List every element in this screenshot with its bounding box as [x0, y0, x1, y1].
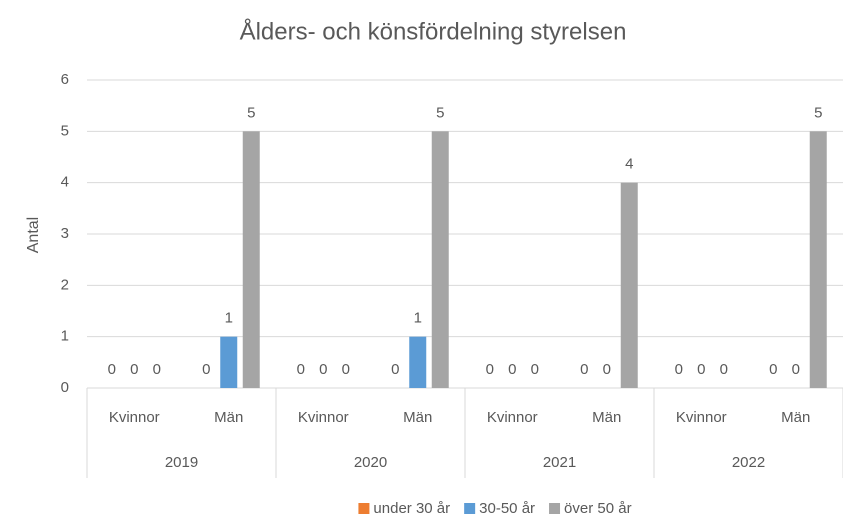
data-label: 5: [814, 104, 822, 121]
group-label: 2019: [165, 454, 198, 471]
data-label: 0: [508, 361, 516, 378]
data-label: 0: [486, 361, 494, 378]
x-tick-label: Kvinnor: [676, 409, 727, 426]
data-label: 5: [247, 104, 255, 121]
data-label: 0: [130, 361, 138, 378]
data-label: 0: [675, 361, 683, 378]
y-tick-label: 2: [61, 276, 69, 293]
bar: [620, 182, 638, 388]
y-tick-label: 4: [61, 174, 69, 191]
chart-title: Ålders- och könsfördelning styrelsen: [240, 17, 627, 45]
data-label: 0: [319, 361, 327, 378]
legend-label: över 50 år: [564, 500, 632, 517]
legend-label: under 30 år: [373, 500, 450, 517]
legend-swatch: [358, 503, 370, 514]
data-label: 0: [792, 361, 800, 378]
bar: [809, 131, 827, 389]
group-label: 2021: [543, 454, 576, 471]
data-label: 0: [202, 361, 210, 378]
x-tick-label: Män: [403, 409, 432, 426]
bar: [431, 131, 449, 389]
y-tick-label: 3: [61, 225, 69, 242]
x-tick-label: Kvinnor: [298, 409, 349, 426]
y-tick-label: 6: [61, 71, 69, 88]
bar: [220, 336, 238, 388]
y-axis-label: Antal: [25, 217, 42, 253]
legend-label: 30-50 år: [479, 500, 535, 517]
x-tick-label: Män: [781, 409, 810, 426]
x-tick-label: Män: [592, 409, 621, 426]
data-label: 0: [153, 361, 161, 378]
bar: [242, 131, 260, 389]
y-tick-label: 0: [61, 379, 69, 396]
data-label: 0: [531, 361, 539, 378]
x-tick-label: Kvinnor: [487, 409, 538, 426]
legend: under 30 år 30-50 år över 50 år: [358, 500, 632, 517]
bar: [409, 336, 427, 388]
data-label: 4: [625, 156, 633, 173]
data-label: 0: [697, 361, 705, 378]
legend-swatch: [549, 503, 561, 514]
data-label: 0: [391, 361, 399, 378]
data-label: 0: [603, 361, 611, 378]
legend-swatch: [464, 503, 476, 514]
data-label: 0: [342, 361, 350, 378]
data-label: 1: [225, 310, 233, 327]
data-label: 0: [297, 361, 305, 378]
y-tick-label: 5: [61, 122, 69, 139]
data-label: 0: [769, 361, 777, 378]
x-tick-label: Kvinnor: [109, 409, 160, 426]
x-tick-label: Män: [214, 409, 243, 426]
y-tick-label: 1: [61, 328, 69, 345]
data-label: 0: [720, 361, 728, 378]
data-label: 0: [580, 361, 588, 378]
data-label: 1: [414, 310, 422, 327]
data-label: 0: [108, 361, 116, 378]
group-label: 2020: [354, 454, 387, 471]
group-label: 2022: [732, 454, 765, 471]
data-label: 5: [436, 104, 444, 121]
